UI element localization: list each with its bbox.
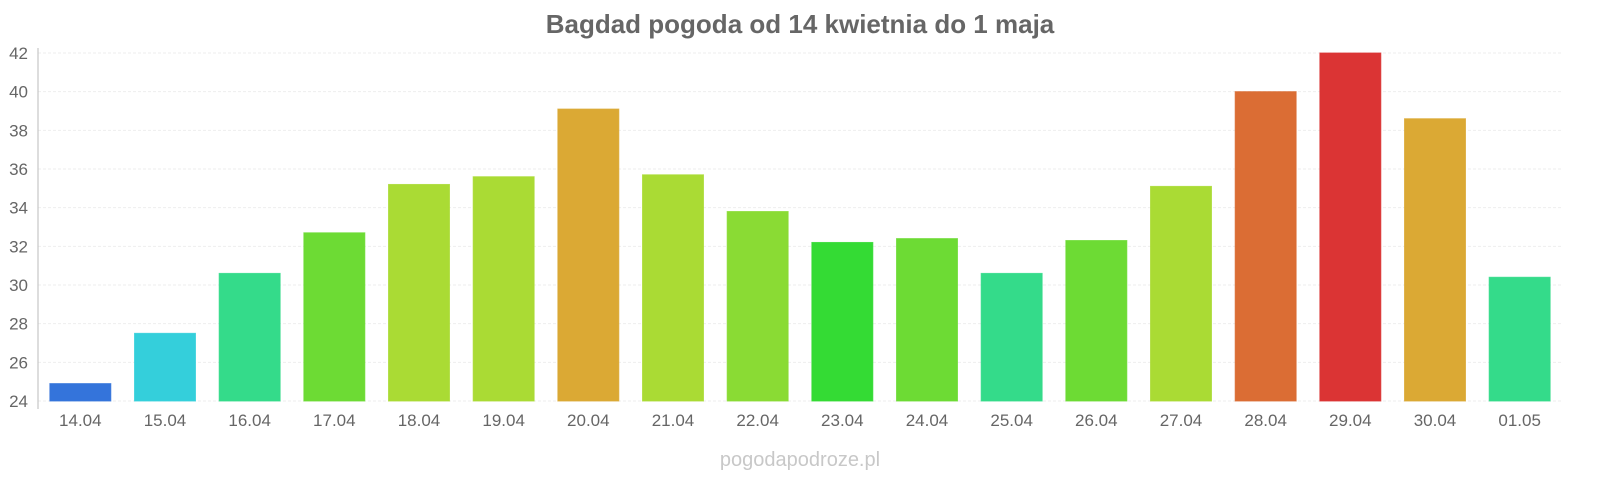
bar-17.04 xyxy=(303,232,366,402)
bar-26.04 xyxy=(1065,240,1128,402)
x-tick-label: 01.05 xyxy=(1498,411,1541,430)
x-tick-label: 28.04 xyxy=(1244,411,1287,430)
y-tick-label: 28 xyxy=(9,315,28,334)
bar-23.04 xyxy=(811,241,874,402)
bar-18.04 xyxy=(388,183,450,402)
x-tick-label: 30.04 xyxy=(1414,411,1457,430)
y-tick-label: 40 xyxy=(9,83,28,102)
bar-29.04 xyxy=(1319,52,1382,402)
x-tick-label: 16.04 xyxy=(228,411,271,430)
x-tick-label: 22.04 xyxy=(736,411,779,430)
y-tick-label: 32 xyxy=(9,237,28,256)
bar-15.04 xyxy=(134,332,196,402)
bar-28.04 xyxy=(1234,91,1297,402)
y-tick-label: 34 xyxy=(9,199,28,218)
bar-30.04 xyxy=(1404,118,1466,402)
bar-14.04 xyxy=(49,383,112,402)
bar-16.04 xyxy=(218,272,281,402)
bar-21.04 xyxy=(642,174,704,402)
x-tick-label: 21.04 xyxy=(652,411,695,430)
x-tick-label: 20.04 xyxy=(567,411,610,430)
bar-27.04 xyxy=(1150,185,1212,402)
y-tick-label: 42 xyxy=(9,44,28,63)
watermark: pogodapodroze.pl xyxy=(720,449,880,471)
x-tick-label: 15.04 xyxy=(144,411,187,430)
bar-20.04 xyxy=(557,108,620,402)
y-tick-label: 38 xyxy=(9,121,28,140)
y-tick-label: 24 xyxy=(9,392,28,411)
x-tick-label: 17.04 xyxy=(313,411,356,430)
x-tick-label: 23.04 xyxy=(821,411,864,430)
x-tick-label: 19.04 xyxy=(482,411,525,430)
y-tick-label: 36 xyxy=(9,160,28,179)
x-tick-label: 24.04 xyxy=(906,411,949,430)
bar-19.04 xyxy=(472,176,535,402)
y-tick-label: 30 xyxy=(9,276,28,295)
bar-22.04 xyxy=(726,211,789,402)
chart-title: Bagdad pogoda od 14 kwietnia do 1 maja xyxy=(546,9,1055,39)
bar-25.04 xyxy=(980,272,1043,402)
bar-24.04 xyxy=(896,238,958,402)
x-tick-label: 29.04 xyxy=(1329,411,1372,430)
x-tick-label: 18.04 xyxy=(398,411,441,430)
bar-01.05 xyxy=(1488,276,1551,402)
y-tick-label: 26 xyxy=(9,353,28,372)
x-tick-label: 25.04 xyxy=(990,411,1033,430)
x-tick-label: 27.04 xyxy=(1160,411,1203,430)
x-tick-label: 14.04 xyxy=(59,411,102,430)
x-tick-label: 26.04 xyxy=(1075,411,1118,430)
